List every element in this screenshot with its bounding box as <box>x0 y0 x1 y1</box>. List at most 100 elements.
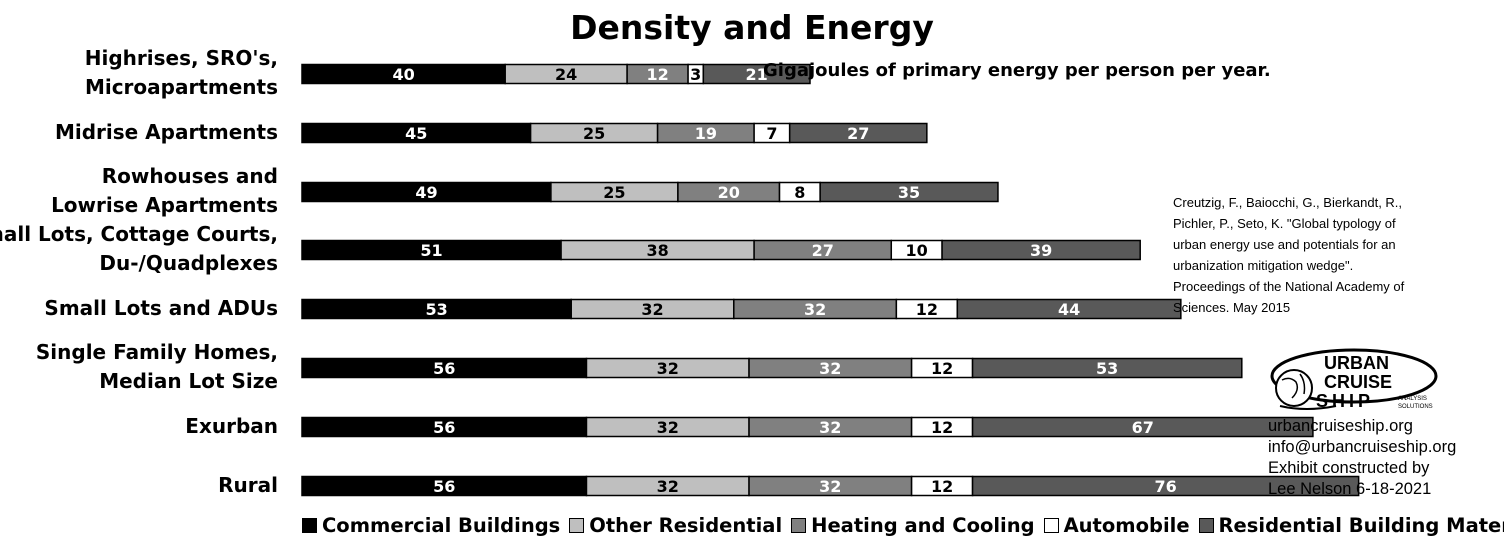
bar-value-label: 3 <box>690 65 701 84</box>
bar-value-label: 32 <box>819 359 841 378</box>
bar-value-label: 8 <box>794 183 805 202</box>
bar-segment <box>788 122 928 144</box>
bar-segment <box>941 239 1141 261</box>
bar-value-label: 35 <box>898 183 920 202</box>
category-label: Single Family Homes, Median Lot Size <box>36 338 278 396</box>
bar-value-label: 32 <box>804 300 826 319</box>
bar-value-label: 32 <box>819 418 841 437</box>
bar-value-label: 12 <box>646 65 668 84</box>
bar-value-label: 56 <box>433 477 455 496</box>
bar-value-label: 32 <box>641 300 663 319</box>
chart-title: Density and Energy <box>570 8 934 47</box>
legend-label: Other Residential <box>589 513 783 537</box>
legend-item: Automobile <box>1043 513 1190 537</box>
bar-value-label: 76 <box>1154 477 1176 496</box>
bar-value-label: 56 <box>433 359 455 378</box>
logo-word-2: CRUISE <box>1324 372 1392 392</box>
category-label-line: Lowrise Apartments <box>51 193 278 217</box>
category-label-line: Exurban <box>185 413 278 438</box>
legend-label: Heating and Cooling <box>811 513 1035 537</box>
legend-swatch <box>1198 517 1214 533</box>
category-label-line: Median Lot Size <box>99 369 278 393</box>
category-label: Small Lots and ADUs <box>44 294 278 323</box>
bar-value-label: 53 <box>1096 359 1118 378</box>
category-label-line: Midrise Apartments <box>54 119 278 144</box>
website-link[interactable]: urbancruiseship.org <box>1268 417 1413 435</box>
bar-value-label: 32 <box>657 418 679 437</box>
category-label-line: Rowhouses and <box>101 164 278 188</box>
legend-item: Other Residential <box>569 514 782 537</box>
bar-segment <box>971 416 1314 438</box>
category-label-line: Highrises, SRO's, <box>84 46 278 70</box>
category-label: Highrises, SRO's, Microapartments <box>85 44 278 102</box>
bar-value-label: 67 <box>1132 418 1154 437</box>
credit-line-1: Exhibit constructed by <box>1268 459 1430 477</box>
category-label: Exurban <box>185 412 278 441</box>
bar-value-label: 24 <box>555 65 577 84</box>
legend-swatch <box>302 517 317 533</box>
urban-cruise-ship-logo: URBAN CRUISE SHIP ANALYSIS SOLUTIONS <box>1270 348 1438 411</box>
legend-item: Heating and Cooling <box>791 513 1035 537</box>
bar-value-label: 38 <box>646 241 668 260</box>
category-label-line: Du-/Quadplexes <box>99 251 278 275</box>
category-label: Rowhouses and Lowrise Apartments <box>51 162 278 220</box>
bar-value-label: 53 <box>425 300 447 319</box>
bar-value-label: 21 <box>746 65 768 84</box>
legend-swatch <box>569 517 585 533</box>
bar-segment <box>819 181 999 203</box>
unit-note: Gigajoules of primary energy per person … <box>763 60 1271 81</box>
bar-value-label: 45 <box>405 124 427 143</box>
bar-value-label: 12 <box>931 418 953 437</box>
bar-value-label: 27 <box>812 241 834 260</box>
legend-label: Commercial Buildings <box>322 513 561 537</box>
legend-swatch <box>1043 517 1059 533</box>
email-link[interactable]: info@urbancruiseship.org <box>1268 438 1457 456</box>
citation-text: Creutzig, F., Baiocchi, G., Bierkandt, R… <box>1173 195 1405 315</box>
legend-label: Residential Building Materials <box>1218 513 1504 537</box>
bar-value-label: 32 <box>657 477 679 496</box>
bar-value-label: 7 <box>766 124 777 143</box>
globe-icon <box>1275 369 1313 407</box>
category-label: Midrise Apartments <box>55 118 278 147</box>
bar-value-label: 12 <box>931 477 953 496</box>
category-label-line: Microapartments <box>84 75 278 99</box>
bar-value-label: 49 <box>415 183 437 202</box>
bar-segment <box>702 63 811 85</box>
category-label: Rural <box>218 471 278 500</box>
legend-label: Automobile <box>1063 513 1190 537</box>
legend-item: Commercial Buildings <box>302 514 560 537</box>
bar-segment <box>971 357 1243 379</box>
legend: Commercial Buildings Other Residential Hea… <box>302 512 1504 538</box>
bar-value-label: 19 <box>695 124 717 143</box>
bar-value-label: 10 <box>906 241 928 260</box>
bar-value-label: 25 <box>583 124 605 143</box>
logo-sub-2: SOLUTIONS <box>1398 404 1433 410</box>
category-label: Small Lots, Cottage Courts, Du-/Quadplexe… <box>0 220 278 278</box>
category-label-line: Small Lots, Cottage Courts, <box>0 222 278 246</box>
logo-sub-1: ANALYSIS <box>1398 396 1427 402</box>
bar-value-label: 40 <box>392 65 414 84</box>
bar-segment <box>971 475 1360 497</box>
legend-swatch <box>791 517 807 533</box>
category-label-line: Single Family Homes, <box>35 340 278 364</box>
bar-value-label: 56 <box>433 418 455 437</box>
bar-value-label: 32 <box>819 477 841 496</box>
category-label-line: Small Lots and ADUs <box>44 295 278 320</box>
bar-value-label: 20 <box>718 183 740 202</box>
bar-value-label: 44 <box>1058 300 1080 319</box>
bar-value-label: 25 <box>603 183 625 202</box>
contact-block: urbancruiseship.org info@urbancruiseship… <box>1268 416 1456 500</box>
legend-item: Residential Building Materials <box>1198 513 1504 537</box>
credit-line-2: Lee Nelson 6-18-2021 <box>1268 480 1432 498</box>
bar-value-label: 12 <box>916 300 938 319</box>
bar-value-label: 27 <box>847 124 869 143</box>
bar-value-label: 39 <box>1030 241 1052 260</box>
bar-segment <box>956 298 1182 320</box>
bar-value-label: 51 <box>420 241 442 260</box>
logo-word-3: SHIP <box>1316 391 1374 411</box>
bar-value-label: 32 <box>657 359 679 378</box>
logo-word-1: URBAN <box>1324 353 1389 373</box>
bar-value-label: 12 <box>931 359 953 378</box>
category-label-line: Rural <box>218 472 278 497</box>
